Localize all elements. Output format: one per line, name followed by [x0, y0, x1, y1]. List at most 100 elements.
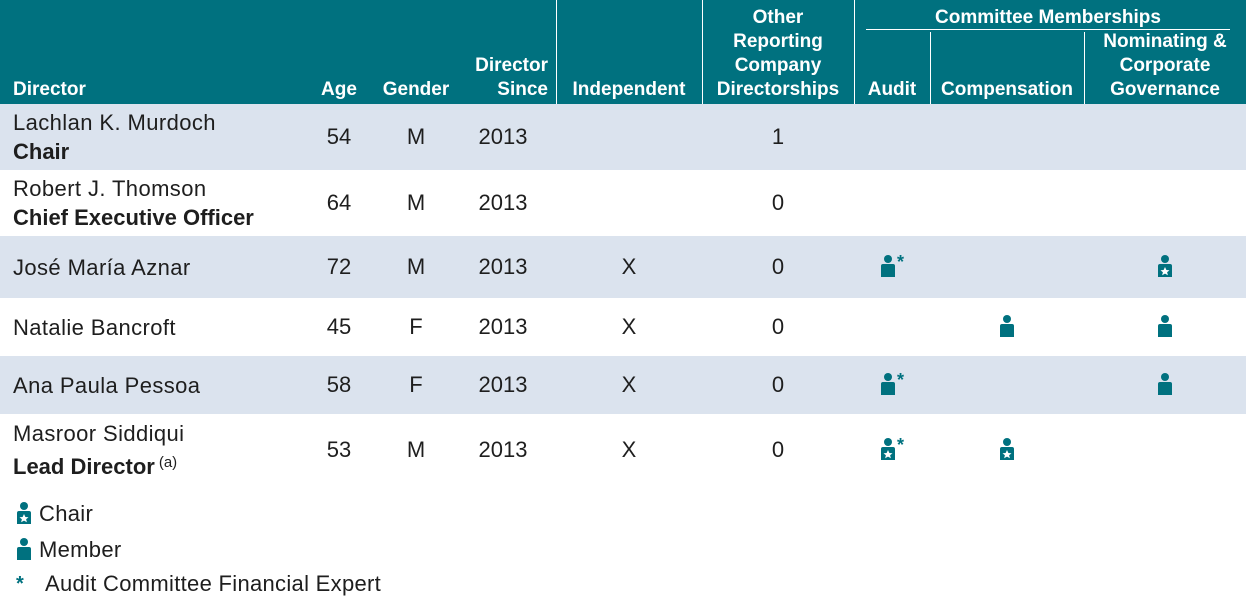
cell-other-directorships: 0	[771, 190, 785, 215]
legend-chair-label: Chair	[39, 501, 94, 526]
cell-age: 53	[326, 437, 352, 462]
cell-director-since: 2013	[478, 254, 528, 279]
cell-nominating	[1084, 104, 1246, 170]
director-name: José María Aznar	[13, 254, 191, 280]
cell-compensation	[930, 104, 1084, 170]
director-title: Chief Executive Officer	[13, 205, 254, 230]
header-independent: Independent	[572, 79, 686, 100]
cell-age: 54	[326, 124, 352, 149]
cell-director: José María Aznar	[13, 236, 191, 298]
header-gender: Gender	[382, 79, 450, 100]
cell-other-directorships: 0	[771, 372, 785, 397]
person-icon	[999, 315, 1015, 339]
person-icon: *	[880, 252, 904, 279]
cell-independent: X	[621, 314, 637, 339]
expert-asterisk: *	[896, 370, 904, 390]
cell-other-directorships: 0	[771, 314, 785, 339]
director-name: Lachlan K. Murdoch	[13, 110, 216, 135]
cell-nominating	[1084, 236, 1246, 298]
cell-nominating	[1084, 414, 1246, 486]
cell-independent	[556, 170, 702, 236]
table-row: Natalie Bancroft 45 F 2013 X 0	[0, 298, 1246, 356]
cell-gender: F	[409, 372, 423, 397]
table-row: Ana Paula Pessoa 58 F 2013 X 0 *	[0, 356, 1246, 414]
legend-expert-label: Audit Committee Financial Expert	[45, 571, 382, 596]
cell-age: 58	[326, 372, 352, 397]
director-name: Ana Paula Pessoa	[13, 372, 201, 398]
cell-age: 64	[326, 190, 352, 215]
table-row: Lachlan K. Murdoch Chair 54 M 2013 1	[0, 104, 1246, 170]
header-audit: Audit	[867, 79, 917, 100]
cell-director-since: 2013	[478, 372, 528, 397]
person-icon	[13, 538, 35, 562]
person-star-icon	[13, 502, 35, 526]
legend-expert: * Audit Committee Financial Expert	[13, 570, 381, 598]
header-divider	[1084, 32, 1085, 104]
expert-asterisk: *	[896, 435, 904, 455]
cell-nominating	[1084, 356, 1246, 414]
cell-director: Lachlan K. Murdoch Chair	[13, 104, 216, 170]
header-director-since: Director Since	[475, 55, 548, 100]
cell-gender: M	[406, 437, 426, 462]
table-row: Masroor Siddiqui Lead Director (a) 53 M 2013 X…	[0, 414, 1246, 486]
header-committee-memberships: Committee Memberships	[935, 7, 1161, 28]
header-compensation: Compensation	[941, 79, 1073, 100]
header-divider	[556, 0, 557, 104]
cell-compensation	[930, 170, 1084, 236]
cell-compensation	[930, 236, 1084, 298]
director-name: Natalie Bancroft	[13, 314, 176, 340]
legend-chair: Chair	[13, 500, 93, 528]
header-divider	[702, 0, 703, 104]
cell-audit	[854, 104, 930, 170]
cell-gender: F	[409, 314, 423, 339]
cell-nominating	[1084, 298, 1246, 356]
cell-independent: X	[621, 372, 637, 397]
header-director: Director	[13, 79, 86, 100]
cell-director-since: 2013	[478, 437, 528, 462]
cell-independent	[556, 104, 702, 170]
person-icon	[1157, 373, 1173, 397]
cell-independent: X	[621, 437, 637, 462]
cell-audit: *	[854, 414, 930, 486]
director-title: Lead Director (a)	[13, 454, 178, 479]
header-group-underline	[866, 29, 1230, 30]
cell-audit	[854, 170, 930, 236]
cell-compensation	[930, 414, 1084, 486]
cell-compensation	[930, 356, 1084, 414]
cell-director-since: 2013	[478, 190, 528, 215]
cell-compensation	[930, 298, 1084, 356]
cell-director-since: 2013	[478, 124, 528, 149]
header-divider	[854, 0, 855, 104]
header-nominating: Nominating & Corporate Governance	[1103, 31, 1227, 100]
cell-gender: M	[406, 124, 426, 149]
expert-asterisk: *	[896, 252, 904, 272]
person-icon: *	[880, 370, 904, 397]
expert-asterisk: *	[15, 572, 25, 595]
cell-age: 72	[326, 254, 352, 279]
cell-gender: M	[406, 190, 426, 215]
person-icon	[1157, 315, 1173, 339]
director-title: Chair	[13, 139, 70, 164]
cell-nominating	[1084, 170, 1246, 236]
cell-age: 45	[326, 314, 352, 339]
header-divider	[930, 32, 931, 104]
director-name: Masroor Siddiqui	[13, 421, 185, 446]
header-age: Age	[321, 79, 357, 100]
cell-audit: *	[854, 356, 930, 414]
cell-director: Masroor Siddiqui Lead Director (a)	[13, 414, 184, 486]
person-star-icon	[1157, 255, 1173, 279]
person-star-icon: *	[880, 435, 904, 462]
cell-independent: X	[621, 254, 637, 279]
cell-director: Ana Paula Pessoa	[13, 356, 200, 414]
table-header: Director Age Gender Director Since Indepe…	[0, 0, 1246, 104]
cell-other-directorships: 0	[771, 437, 785, 462]
cell-director: Natalie Bancroft	[13, 298, 176, 356]
legend-member-label: Member	[39, 537, 122, 562]
table-row: Robert J. Thomson Chief Executive Officer…	[0, 170, 1246, 236]
cell-other-directorships: 1	[771, 124, 785, 149]
header-other-directorships: Other Reporting Company Directorships	[716, 7, 840, 100]
person-star-icon	[999, 438, 1015, 462]
cell-gender: M	[406, 254, 426, 279]
table-row: José María Aznar 72 M 2013 X 0 *	[0, 236, 1246, 298]
